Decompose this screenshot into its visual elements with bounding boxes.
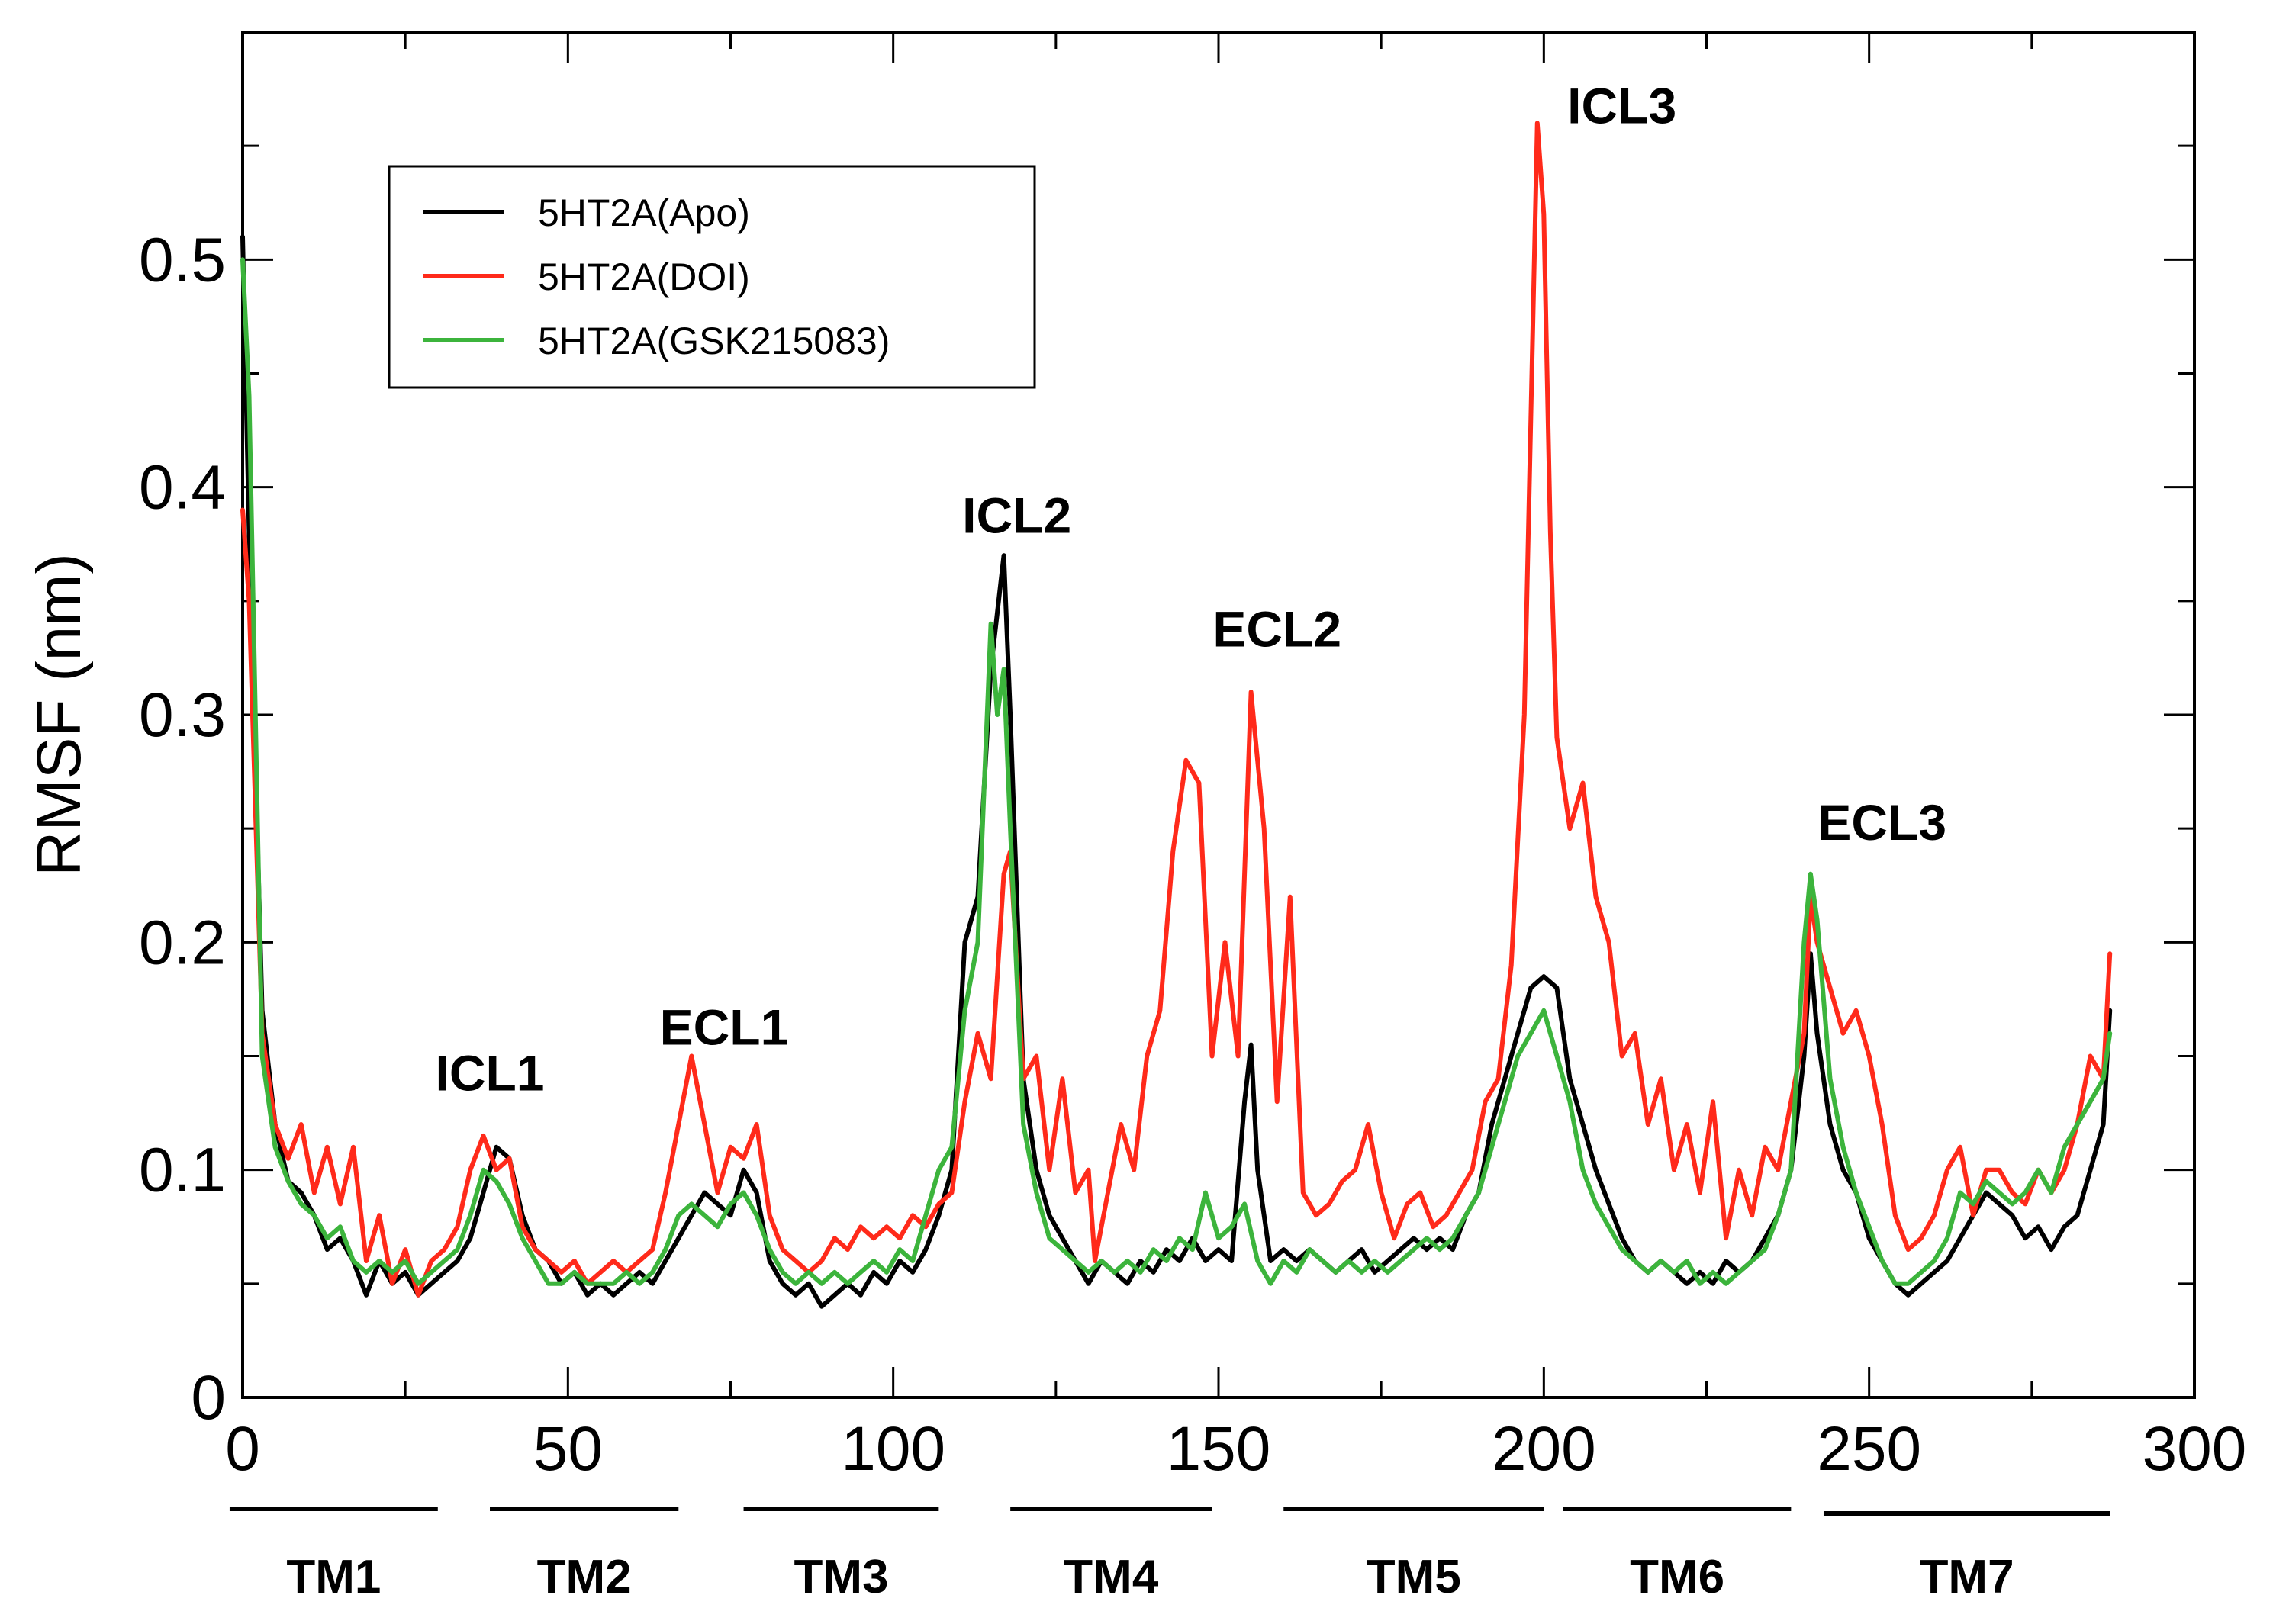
- x-axis-tick-labels: 0 50 100 150 200 250 300: [225, 1414, 2246, 1484]
- series-line-2: [240, 257, 2113, 1286]
- x-tick-label: 250: [1817, 1414, 1921, 1484]
- segment-label: TM1: [286, 1551, 381, 1603]
- region-label: ECL3: [1817, 794, 1946, 851]
- legend-label-gsk: 5HT2A(GSK215083): [538, 320, 890, 362]
- y-tick-label: 0.4: [139, 453, 226, 523]
- segment-label: TM5: [1367, 1551, 1461, 1603]
- y-tick-label: 0: [191, 1363, 226, 1433]
- region-label: ICL2: [962, 487, 1071, 543]
- region-label: ECL1: [660, 999, 789, 1056]
- y-tick-label: 0.5: [139, 225, 226, 294]
- region-label: ICL1: [435, 1044, 544, 1101]
- x-tick-label: 200: [1492, 1414, 1596, 1484]
- segment-label: TM7: [1920, 1551, 2014, 1603]
- series-lines: [240, 121, 2113, 1309]
- y-tick-label: 0.3: [139, 680, 226, 750]
- x-tick-label: 300: [2143, 1414, 2247, 1484]
- series-line-1: [240, 121, 2113, 1298]
- y-tick-label: 0.1: [139, 1136, 226, 1205]
- region-label: ECL2: [1212, 601, 1341, 658]
- x-tick-label: 150: [1167, 1414, 1271, 1484]
- series-line-0: [240, 234, 2113, 1309]
- segment-label: TM4: [1064, 1551, 1159, 1603]
- x-tick-label: 100: [841, 1414, 945, 1484]
- region-annotations: ICL1 ECL1 ICL2 ECL2 ICL3 ECL3: [435, 77, 1946, 1101]
- legend-label-doi: 5HT2A(DOI): [538, 256, 750, 298]
- legend-label-apo: 5HT2A(Apo): [538, 191, 750, 234]
- legend: 5HT2A(Apo) 5HT2A(DOI) 5HT2A(GSK215083): [388, 165, 1036, 389]
- y-tick-label: 0.2: [139, 908, 226, 977]
- axis-ticks: [241, 31, 2196, 1399]
- x-tick-label: 50: [533, 1414, 603, 1484]
- x-tick-label: 0: [225, 1414, 260, 1484]
- y-axis-tick-labels: 0 0.1 0.2 0.3 0.4 0.5: [139, 225, 226, 1433]
- transmembrane-segments: TM1 TM2 TM3 TM4 TM5 TM6 TM7: [229, 1507, 2110, 1603]
- segment-label: TM2: [537, 1551, 632, 1603]
- region-label: ICL3: [1567, 77, 1676, 133]
- segment-label: TM3: [794, 1551, 888, 1603]
- y-axis-title: RMSF (nm): [24, 553, 94, 876]
- segment-label: TM6: [1630, 1551, 1724, 1603]
